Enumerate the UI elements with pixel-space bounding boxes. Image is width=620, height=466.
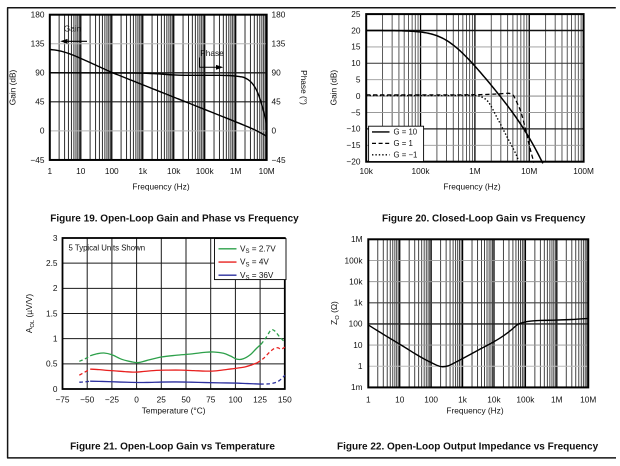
svg-text:−45: −45 [272, 155, 286, 165]
svg-text:100k: 100k [196, 166, 215, 176]
svg-text:−10: −10 [346, 124, 360, 134]
svg-text:Phase: Phase [200, 48, 224, 58]
svg-text:10k: 10k [167, 166, 181, 176]
svg-text:1M: 1M [469, 166, 481, 176]
svg-text:75: 75 [206, 394, 216, 404]
svg-text:1k: 1k [458, 394, 468, 404]
svg-text:15: 15 [351, 42, 361, 52]
svg-text:25: 25 [157, 394, 167, 404]
svg-text:Figure 22. Open-Loop Output Im: Figure 22. Open-Loop Output Impedance vs… [337, 442, 599, 453]
svg-text:45: 45 [35, 97, 45, 107]
svg-text:Frequency (Hz): Frequency (Hz) [446, 405, 503, 415]
svg-text:G = 1: G = 1 [394, 139, 413, 148]
svg-text:Figure 19. Open-Loop Gain and: Figure 19. Open-Loop Gain and Phase vs F… [50, 214, 299, 225]
svg-text:−25: −25 [105, 394, 119, 404]
svg-text:G = −1: G = −1 [394, 151, 418, 160]
svg-text:G = 10: G = 10 [394, 128, 418, 137]
svg-text:1m: 1m [351, 382, 363, 392]
svg-text:Temperature (°C): Temperature (°C) [142, 405, 206, 415]
svg-text:10: 10 [353, 340, 363, 350]
svg-text:10: 10 [76, 166, 86, 176]
svg-text:45: 45 [272, 97, 282, 107]
svg-text:0: 0 [40, 126, 45, 136]
svg-text:ZO (Ω): ZO (Ω) [329, 301, 341, 325]
svg-text:150: 150 [278, 394, 292, 404]
svg-text:100k: 100k [412, 166, 431, 176]
svg-text:5: 5 [356, 75, 361, 85]
svg-text:50: 50 [181, 394, 191, 404]
svg-text:135: 135 [31, 39, 45, 49]
svg-text:0: 0 [53, 384, 58, 394]
svg-text:1: 1 [358, 361, 363, 371]
svg-text:Frequency (Hz): Frequency (Hz) [132, 181, 189, 191]
svg-text:−20: −20 [346, 157, 360, 167]
svg-text:AOL (µV/V): AOL (µV/V) [24, 294, 36, 334]
svg-text:10M: 10M [521, 166, 537, 176]
svg-text:1: 1 [47, 166, 52, 176]
svg-text:3: 3 [53, 233, 58, 243]
svg-text:0: 0 [356, 91, 361, 101]
svg-text:100M: 100M [573, 166, 594, 176]
svg-text:100: 100 [424, 394, 438, 404]
svg-text:90: 90 [35, 68, 45, 78]
svg-text:VS = 4V: VS = 4V [240, 258, 269, 269]
svg-text:10: 10 [351, 58, 361, 68]
svg-text:180: 180 [272, 10, 286, 20]
svg-text:1M: 1M [551, 394, 563, 404]
svg-text:1: 1 [53, 333, 58, 343]
svg-text:1M: 1M [230, 166, 242, 176]
svg-text:100: 100 [349, 319, 363, 329]
svg-text:Frequency (Hz): Frequency (Hz) [443, 181, 500, 191]
svg-text:100: 100 [105, 166, 119, 176]
svg-text:1M: 1M [351, 234, 363, 244]
svg-text:Gain (dB): Gain (dB) [8, 70, 18, 106]
svg-text:20: 20 [351, 25, 361, 35]
svg-text:10k: 10k [487, 394, 501, 404]
svg-text:0: 0 [134, 394, 139, 404]
svg-text:−5: −5 [351, 107, 361, 117]
svg-text:1: 1 [366, 394, 371, 404]
svg-text:Figure 20. Closed-Loop Gain vs: Figure 20. Closed-Loop Gain vs Frequency [382, 214, 586, 225]
svg-text:10M: 10M [580, 394, 596, 404]
svg-text:1k: 1k [354, 298, 364, 308]
svg-text:5 Typical Units Shown: 5 Typical Units Shown [69, 243, 146, 252]
svg-text:135: 135 [272, 39, 286, 49]
svg-text:0.5: 0.5 [46, 359, 58, 369]
svg-text:2: 2 [53, 283, 58, 293]
svg-text:1k: 1k [138, 166, 148, 176]
svg-text:Gain: Gain [64, 24, 82, 34]
svg-text:1.5: 1.5 [46, 308, 58, 318]
svg-text:Gain (dB): Gain (dB) [329, 70, 339, 106]
svg-text:25: 25 [351, 9, 361, 19]
svg-text:Figure 21. Open-Loop Gain vs T: Figure 21. Open-Loop Gain vs Temperature [70, 442, 275, 453]
svg-text:125: 125 [253, 394, 267, 404]
svg-text:−45: −45 [30, 155, 44, 165]
svg-text:2.5: 2.5 [46, 258, 58, 268]
svg-text:100k: 100k [345, 255, 364, 265]
svg-text:10M: 10M [259, 166, 275, 176]
svg-text:Phase (°): Phase (°) [299, 70, 309, 105]
svg-text:100: 100 [228, 394, 242, 404]
svg-text:−75: −75 [55, 394, 69, 404]
svg-text:VS = 2.7V: VS = 2.7V [240, 244, 276, 255]
svg-text:10k: 10k [360, 166, 374, 176]
svg-text:−15: −15 [346, 140, 360, 150]
svg-text:−50: −50 [80, 394, 94, 404]
svg-text:100k: 100k [516, 394, 535, 404]
svg-text:10: 10 [395, 394, 405, 404]
svg-text:90: 90 [272, 68, 282, 78]
svg-text:10k: 10k [349, 276, 363, 286]
svg-text:VS = 36V: VS = 36V [240, 271, 274, 282]
svg-text:180: 180 [31, 10, 45, 20]
svg-text:0: 0 [272, 126, 277, 136]
